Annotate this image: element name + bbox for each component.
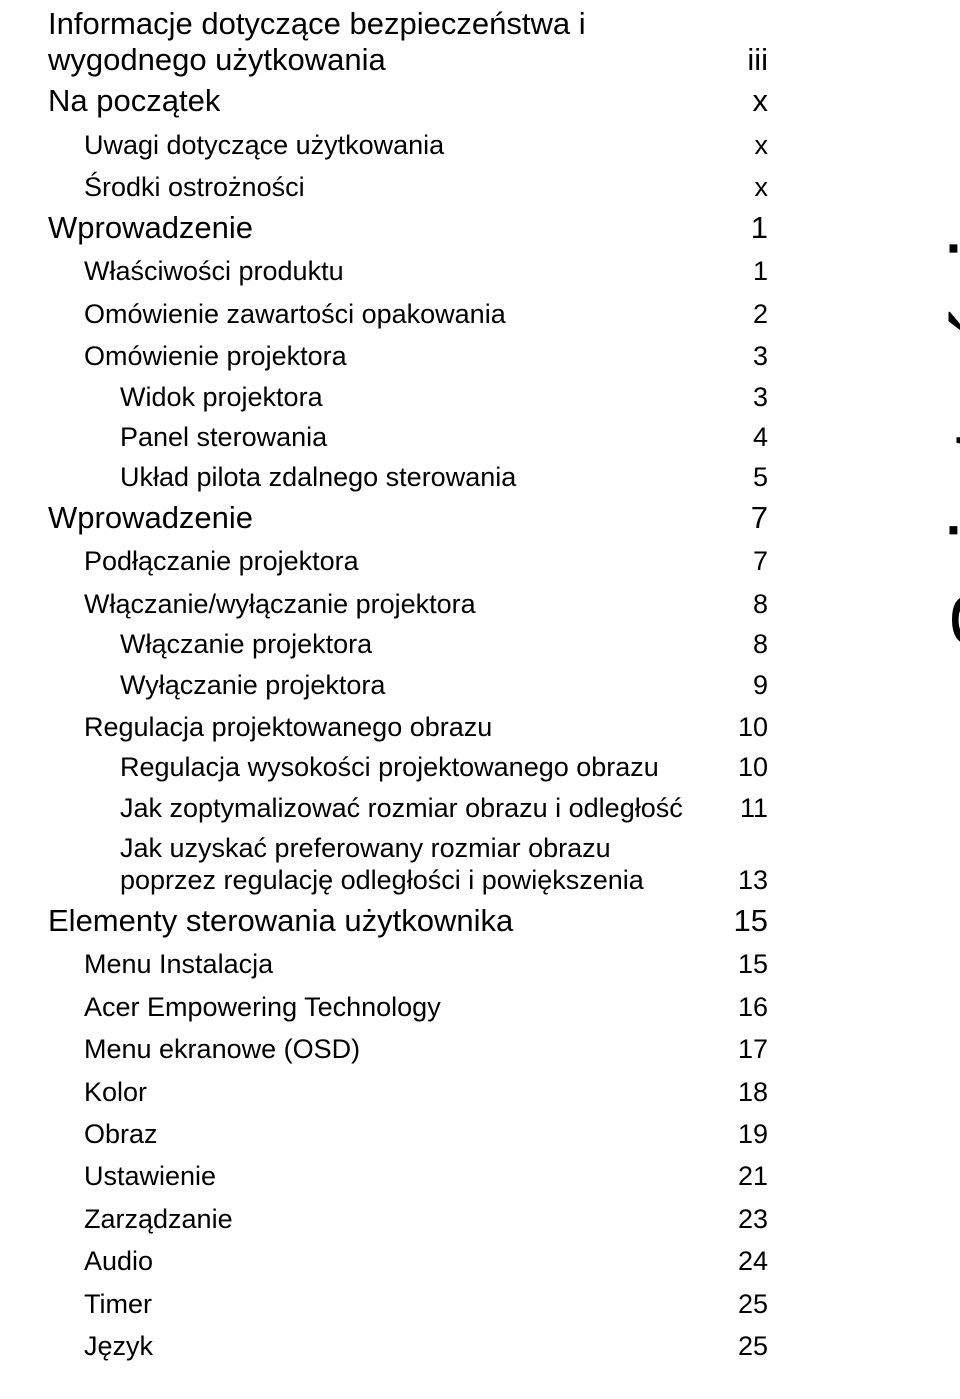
toc-entry-page: 15 (708, 948, 768, 980)
toc-entry: Informacje dotyczące bezpieczeństwa i wy… (48, 6, 768, 77)
toc-entry-label: Jak zoptymalizować rozmiar obrazu i odle… (120, 792, 708, 824)
toc-entry-label: Obraz (84, 1118, 708, 1150)
toc-entry-label: Właściwości produktu (84, 255, 708, 287)
toc-entry: Na początekx (48, 83, 768, 119)
toc-entry-label: Kolor (84, 1076, 708, 1108)
toc-entry-label: Acer Empowering Technology (84, 991, 708, 1023)
toc-entry-page: 3 (708, 381, 768, 413)
toc-entry-label: Omówienie projektora (84, 340, 708, 372)
toc-entry: Acer Empowering Technology16 (48, 991, 768, 1023)
toc-entry-label: Układ pilota zdalnego sterowania (120, 461, 708, 493)
toc-entry-page: 9 (708, 669, 768, 701)
toc-entry-page: 7 (708, 545, 768, 577)
toc-entry-page: 10 (708, 711, 768, 743)
toc-entry-page: 8 (708, 588, 768, 620)
toc-entry-label: Menu Instalacja (84, 948, 708, 980)
toc-entry-label: Język (84, 1330, 708, 1362)
toc-entry-label: Widok projektora (120, 381, 708, 413)
toc-entry-label: Regulacja projektowanego obrazu (84, 711, 708, 743)
toc-entry-page: 15 (708, 903, 768, 939)
toc-entry-page: 24 (708, 1245, 768, 1277)
toc-entry-label: Uwagi dotyczące użytkowania (84, 129, 708, 161)
toc-entry-label: Omówienie zawartości opakowania (84, 298, 708, 330)
toc-entry: Menu ekranowe (OSD)17 (48, 1033, 768, 1065)
toc-entry-page: 10 (708, 751, 768, 783)
toc-entry-page: 11 (708, 792, 768, 824)
toc-entry-page: x (708, 129, 768, 161)
toc-entry-label: Regulacja wysokości projektowanego obraz… (120, 751, 708, 783)
toc-entry-label: Menu ekranowe (OSD) (84, 1033, 708, 1065)
toc-entry: Obraz19 (48, 1118, 768, 1150)
toc-entry-label: Elementy sterowania użytkownika (48, 903, 708, 939)
toc-entry: Menu Instalacja15 (48, 948, 768, 980)
toc-entry-page: 21 (708, 1160, 768, 1192)
toc-entry: Jak zoptymalizować rozmiar obrazu i odle… (48, 792, 768, 824)
toc-entry-page: 23 (708, 1203, 768, 1235)
toc-entry: Włączanie/wyłączanie projektora8 (48, 588, 768, 620)
toc-entry-page: 19 (708, 1118, 768, 1150)
toc-entry: Wprowadzenie7 (48, 500, 768, 536)
toc-entry-page: 16 (708, 991, 768, 1023)
toc-entry-page: 18 (708, 1076, 768, 1108)
toc-entry-page: 7 (708, 500, 768, 536)
toc-entry-page: 13 (708, 864, 768, 896)
toc-entry: Uwagi dotyczące użytkowaniax (48, 129, 768, 161)
toc-content: Informacje dotyczące bezpieczeństwa i wy… (48, 0, 768, 1362)
toc-entry-label: Wprowadzenie (48, 210, 708, 246)
toc-entry-label: Włączanie/wyłączanie projektora (84, 588, 708, 620)
toc-entry-label: Na początek (48, 83, 708, 119)
toc-entry-label: Wprowadzenie (48, 500, 708, 536)
toc-entry-page: 8 (708, 628, 768, 660)
toc-entry-page: 25 (708, 1330, 768, 1362)
toc-entry-page: 17 (708, 1033, 768, 1065)
toc-entry-label: Środki ostrożności (84, 171, 708, 203)
toc-entry-page: x (708, 171, 768, 203)
toc-entry: Język25 (48, 1330, 768, 1362)
toc-entry-page: 4 (708, 421, 768, 453)
toc-entry-page: 1 (708, 210, 768, 246)
toc-entry: Środki ostrożnościx (48, 171, 768, 203)
toc-entry-label: Jak uzyskać preferowany rozmiar obrazu p… (120, 832, 708, 897)
toc-entry: Omówienie zawartości opakowania2 (48, 298, 768, 330)
toc-entry-page: 25 (708, 1288, 768, 1320)
toc-entry: Regulacja projektowanego obrazu10 (48, 711, 768, 743)
toc-entry-label: Audio (84, 1245, 708, 1277)
toc-entry: Układ pilota zdalnego sterowania5 (48, 461, 768, 493)
toc-entry: Omówienie projektora3 (48, 340, 768, 372)
toc-entry-page: 3 (708, 340, 768, 372)
toc-entry: Kolor18 (48, 1076, 768, 1108)
toc-entry-label: Panel sterowania (120, 421, 708, 453)
toc-entry: Podłączanie projektora7 (48, 545, 768, 577)
toc-entry: Zarządzanie23 (48, 1203, 768, 1235)
toc-entry: Elementy sterowania użytkownika15 (48, 903, 768, 939)
toc-entry-page: x (708, 83, 768, 119)
toc-entry: Audio24 (48, 1245, 768, 1277)
toc-entry-page: 2 (708, 298, 768, 330)
toc-entry: Panel sterowania4 (48, 421, 768, 453)
toc-entry: Wyłączanie projektora9 (48, 669, 768, 701)
toc-entry-page: 1 (708, 255, 768, 287)
toc-entry-label: Informacje dotyczące bezpieczeństwa i wy… (48, 6, 708, 77)
toc-entry: Timer25 (48, 1288, 768, 1320)
side-title: Spis treści (932, 240, 960, 652)
toc-entry-label: Wyłączanie projektora (120, 669, 708, 701)
toc-entry: Ustawienie21 (48, 1160, 768, 1192)
toc-entry: Wprowadzenie1 (48, 210, 768, 246)
toc-entry: Jak uzyskać preferowany rozmiar obrazu p… (48, 832, 768, 897)
toc-entry-label: Podłączanie projektora (84, 545, 708, 577)
toc-entry-label: Timer (84, 1288, 708, 1320)
toc-entry-label: Włączanie projektora (120, 628, 708, 660)
toc-entry: Włączanie projektora8 (48, 628, 768, 660)
toc-entry-page: 5 (708, 461, 768, 493)
toc-entry: Widok projektora3 (48, 381, 768, 413)
toc-entry-label: Ustawienie (84, 1160, 708, 1192)
toc-entry-page: iii (708, 42, 768, 78)
toc-entry-label: Zarządzanie (84, 1203, 708, 1235)
toc-entry: Regulacja wysokości projektowanego obraz… (48, 751, 768, 783)
toc-entry: Właściwości produktu1 (48, 255, 768, 287)
